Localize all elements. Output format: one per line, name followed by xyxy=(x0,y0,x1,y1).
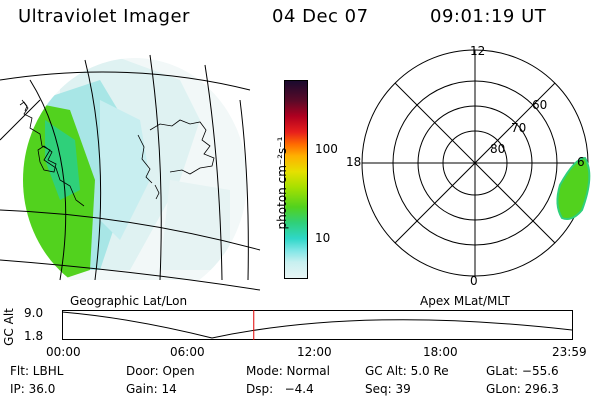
mlt-label-18: 18 xyxy=(346,155,362,169)
dsp-label: Dsp: −4.4 xyxy=(246,382,314,396)
glat-label: GLat: −55.6 xyxy=(486,364,559,378)
alt-xtick-1: 06:00 xyxy=(170,345,205,359)
gain-label: Gain: 14 xyxy=(126,382,177,396)
time-label: 09:01:19 UT xyxy=(430,6,547,27)
mlat-label-60: 60 xyxy=(532,98,548,112)
glon-label: GLon: 296.3 xyxy=(486,382,559,396)
gc-alt-label: GC Alt: 5.0 Re xyxy=(365,364,449,378)
alt-xtick-4: 23:59 xyxy=(552,345,587,359)
colorbar xyxy=(284,80,308,279)
instrument-title: Ultraviolet Imager xyxy=(18,6,190,27)
mlt-label-0: 0 xyxy=(470,274,478,288)
seq-label: Seq: 39 xyxy=(365,382,411,396)
ip-label: IP: 36.0 xyxy=(10,382,56,396)
polar-plot xyxy=(361,49,591,277)
mlat-label-80: 80 xyxy=(490,142,506,156)
alt-xtick-2: 12:00 xyxy=(297,345,332,359)
colorbar-tick-100: 100 xyxy=(315,142,338,156)
mlt-label-6: 6 xyxy=(577,155,585,169)
mode-label: Mode: Normal xyxy=(246,364,330,378)
geographic-image xyxy=(0,54,261,291)
date-label: 04 Dec 07 xyxy=(272,6,369,27)
alt-ytick-top: 9.0 xyxy=(24,306,44,320)
mlat-label-70: 70 xyxy=(511,121,527,135)
door-label: Door: Open xyxy=(126,364,195,378)
altitude-plot xyxy=(61,310,573,340)
alt-xtick-3: 18:00 xyxy=(423,345,458,359)
colorbar-tick-10: 10 xyxy=(315,231,331,245)
flt-label: Flt: LBHL xyxy=(10,364,64,378)
alt-ylabel: GC Alt xyxy=(2,308,16,346)
apex-label: Apex MLat/MLT xyxy=(420,294,510,308)
colorbar-unit-label: photon cm⁻²s⁻¹ xyxy=(275,136,289,230)
alt-ytick-bottom: 1.8 xyxy=(24,329,44,343)
alt-xtick-0: 00:00 xyxy=(46,345,81,359)
mlt-label-12: 12 xyxy=(470,44,486,58)
geographic-label: Geographic Lat/Lon xyxy=(70,294,188,308)
